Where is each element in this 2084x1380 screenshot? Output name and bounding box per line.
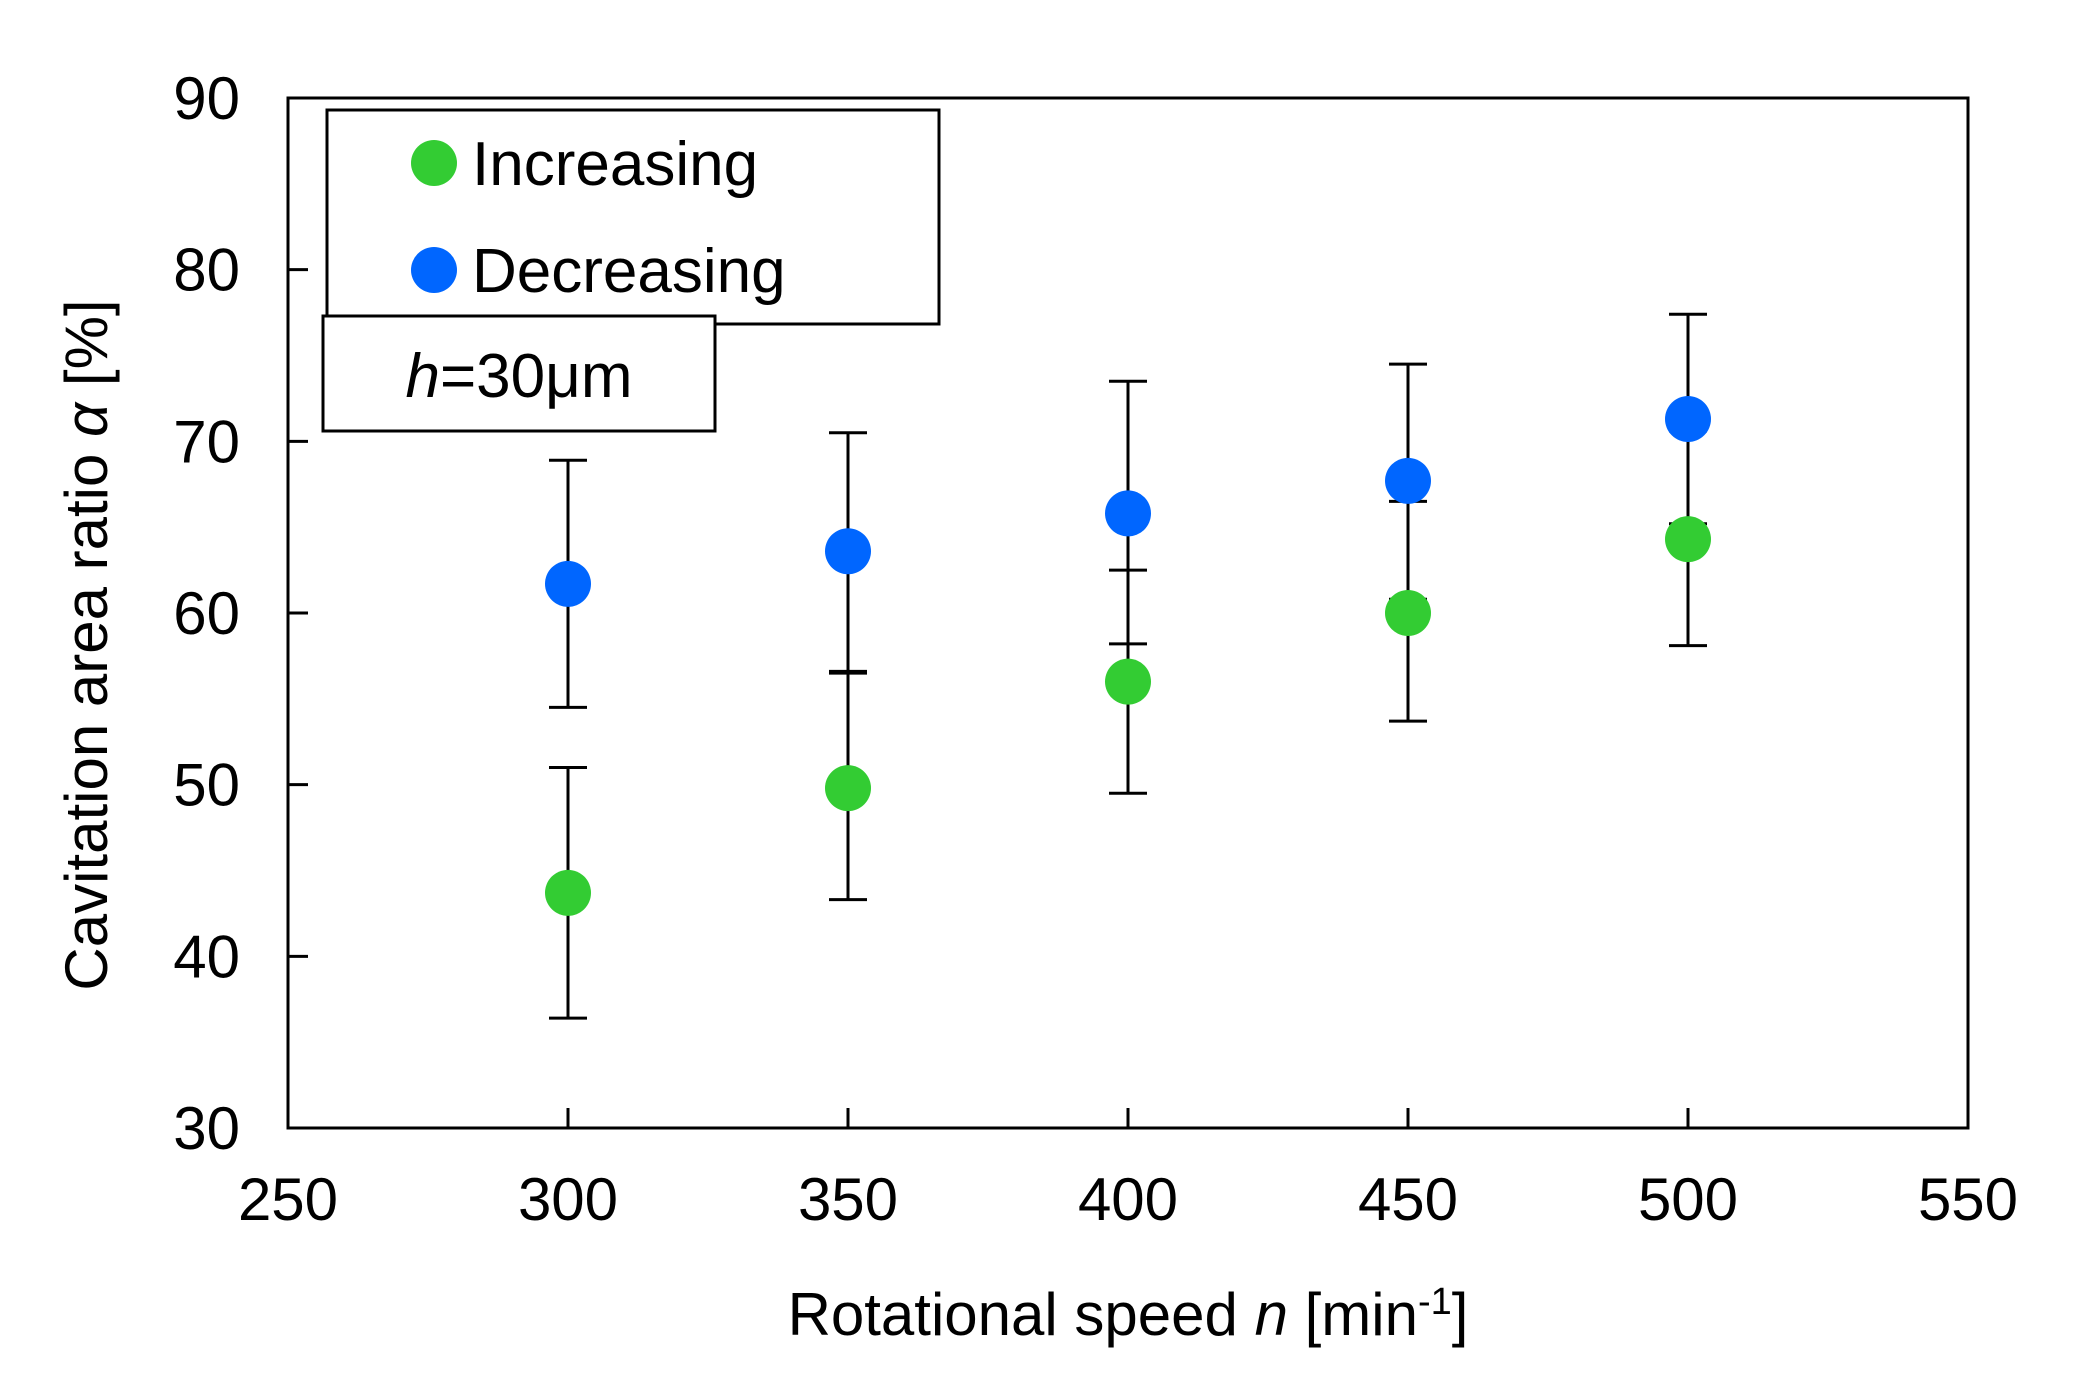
y-axis-title-var: α [53,401,120,437]
point-increasing-450 [1385,590,1431,636]
y-tick-label-80: 80 [173,237,240,304]
x-tick-label-500: 500 [1638,1166,1738,1233]
point-increasing-500 [1665,516,1711,563]
annotation-value: =30μm [440,342,633,411]
y-tick-label-40: 40 [173,923,240,990]
legend-marker-decreasing [411,247,457,293]
point-increasing-400 [1105,658,1151,705]
x-axis-title: Rotational speed n [min-1] [788,1281,1469,1348]
point-decreasing-350 [825,528,871,575]
x-tick-label-450: 450 [1358,1166,1458,1233]
y-axis-title-main: Cavitation area ratio [53,437,120,991]
x-tick-label-550: 550 [1918,1166,2018,1233]
x-axis-title-var: n [1255,1281,1288,1348]
axis-ticks [286,96,1970,1130]
y-tick-label-30: 30 [173,1095,240,1162]
x-axis-title-main: Rotational speed [788,1281,1255,1348]
legend-marker-increasing [411,140,457,186]
y-tick-label-50: 50 [173,752,240,819]
data-points [545,396,1711,916]
legend-label-increasing: Increasing [472,130,758,199]
point-decreasing-400 [1105,490,1151,537]
x-tick-label-400: 400 [1078,1166,1178,1233]
x-axis-title-unit-end: ] [1452,1281,1469,1348]
y-axis-title-unit: [%] [53,299,120,402]
y-axis-title: Cavitation area ratio α [%] [53,299,120,990]
x-tick-label-350: 350 [798,1166,898,1233]
annotation-text: h=30μm [405,342,632,411]
y-tick-label-60: 60 [173,580,240,647]
annotation-var: h [405,342,439,411]
point-increasing-300 [545,869,591,916]
x-tick-label-300: 300 [518,1166,618,1233]
point-decreasing-450 [1385,457,1431,504]
tick-labels: 250 300 350 400 450 500 550 30 40 50 60 70 80 90 [173,65,2018,1233]
point-decreasing-300 [545,560,591,607]
point-increasing-350 [825,765,871,812]
x-axis-title-sup: -1 [1418,1281,1452,1323]
point-decreasing-500 [1665,396,1711,443]
x-tick-label-250: 250 [238,1166,338,1233]
legend-label-decreasing: Decreasing [472,237,786,306]
y-tick-label-70: 70 [173,408,240,475]
y-tick-label-90: 90 [173,65,240,132]
x-axis-title-unit: [min [1288,1281,1418,1348]
annotation-box [321,314,717,433]
